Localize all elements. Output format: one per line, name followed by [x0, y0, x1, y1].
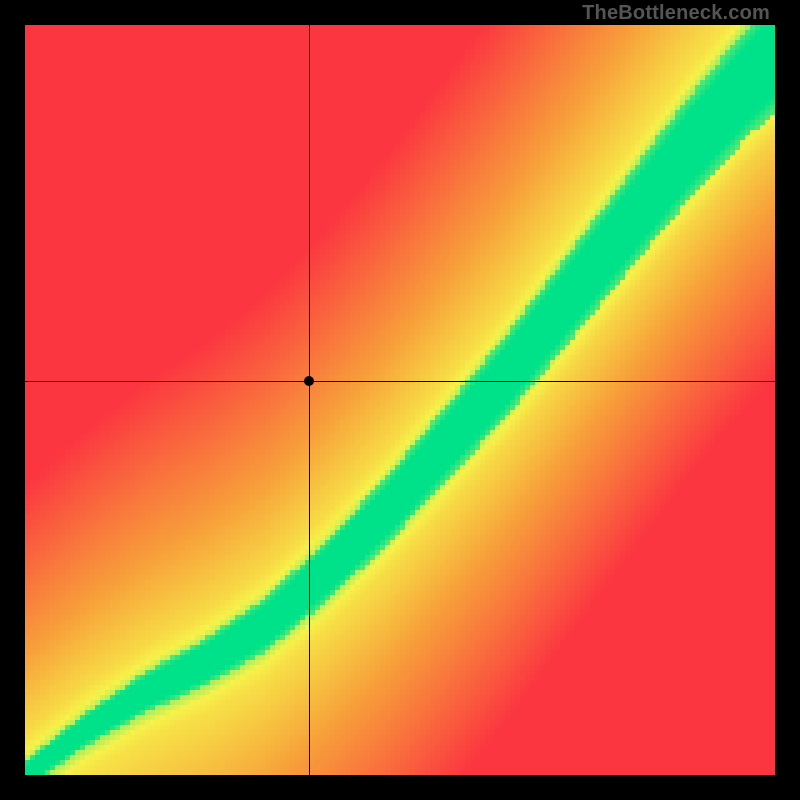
crosshair-vertical	[309, 25, 310, 775]
watermark-text: TheBottleneck.com	[582, 2, 770, 25]
frame: TheBottleneck.com	[0, 0, 800, 800]
plot-area	[25, 25, 775, 775]
bottleneck-heatmap	[25, 25, 775, 775]
crosshair-horizontal	[25, 381, 775, 382]
crosshair-marker	[304, 376, 314, 386]
